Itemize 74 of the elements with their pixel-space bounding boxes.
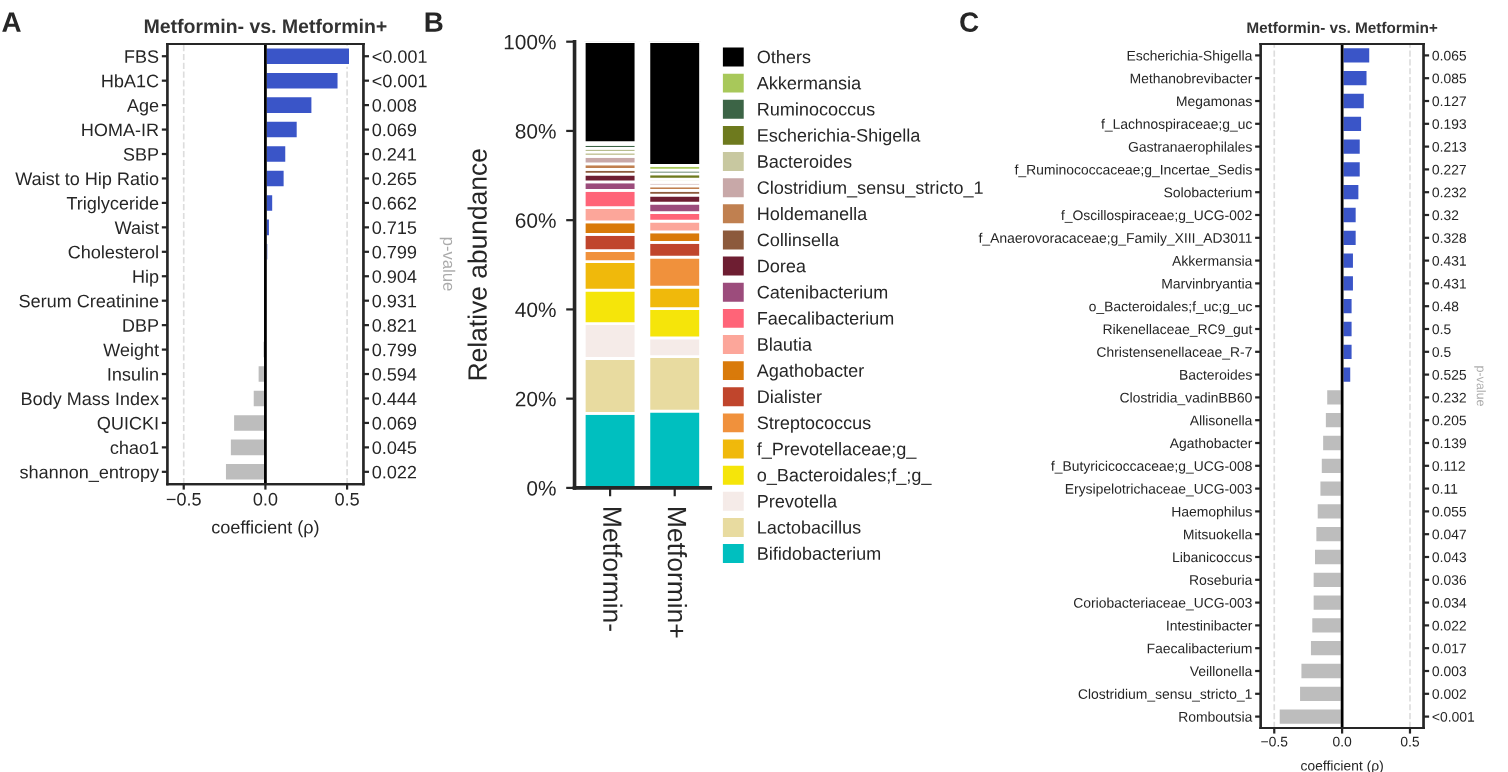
y2-tick-label: <0.001: [372, 74, 427, 88]
y-tick-label: Hip: [133, 269, 159, 287]
y-tick-label: Serum Creatinine: [19, 294, 159, 308]
legend-label: Holdemanella: [758, 206, 868, 221]
x-axis-title: coefficient (ρ): [212, 520, 319, 538]
y2-tick-label: 0.008: [372, 99, 417, 112]
x-tick-label: 0.0: [253, 492, 278, 506]
y2-tick-label: 0.444: [372, 392, 417, 406]
y-tick-label: Waist: [114, 220, 159, 235]
x-tick-label: 0.5: [335, 492, 359, 506]
legend-label: Catenibacterium: [757, 285, 888, 299]
y-tick-label: Body Mass Index: [22, 391, 159, 409]
y-tick-label: Triglyceride: [66, 196, 159, 214]
legend-label: Faecalibacterium: [758, 311, 894, 325]
y-tick-label: 80%: [515, 123, 556, 139]
text: C: [960, 12, 979, 32]
y2-tick-label: 0.799: [372, 343, 417, 357]
y-tick-label: FBS: [125, 50, 159, 63]
y2-tick-label: 0.022: [372, 465, 417, 479]
legend-label: Clostridium_sensu_stricto_1: [757, 180, 983, 198]
y-tick-label: 20%: [515, 391, 556, 407]
legend-label: Blautia: [758, 337, 812, 351]
y-tick-label: Cholesterol: [68, 245, 158, 259]
text: A: [2, 12, 21, 32]
legend-label: Agathobacter: [756, 363, 864, 381]
legend-label: Collinsella: [757, 233, 840, 247]
y2-tick-label: 0.931: [372, 294, 417, 308]
y-tick-label: 100%: [504, 34, 556, 50]
y2-tick-label: 0.662: [372, 196, 417, 210]
y-tick-label: SBP: [123, 147, 159, 161]
y-tick-label: HOMA-IR: [82, 123, 159, 137]
y-tick-label: QUICKI: [97, 416, 158, 433]
legend-label: Streptococcus: [757, 416, 871, 433]
legend-label: Prevotella: [758, 494, 838, 508]
y2-tick-label: 0.265: [372, 172, 417, 186]
y2-tick-label: 0.715: [372, 221, 417, 235]
y-tick-label: DBP: [123, 319, 159, 332]
legend-label: f_Prevotellaceae;g_: [757, 442, 917, 459]
x-tick-label: Metformin+: [667, 508, 688, 638]
x-tick-label: Metformin-: [603, 508, 623, 631]
legend-label: o_Bacteroidales;f_;g_: [757, 468, 932, 486]
chart-title: Metformin- vs. Metformin+: [144, 18, 387, 34]
y2-axis-title: p-value: [439, 237, 456, 291]
legend-label: Dialister: [758, 389, 822, 404]
y2-tick-label: 0.045: [372, 441, 417, 455]
y-tick-label: 60%: [515, 213, 556, 228]
legend-label: Others: [757, 50, 811, 64]
legend-label: Ruminococcus: [758, 102, 875, 116]
y-tick-label: chao1: [110, 440, 159, 455]
y2-tick-label: 0.241: [372, 147, 417, 161]
y-tick-label: HbA1C: [102, 74, 159, 88]
y-tick-label: Weight: [103, 343, 159, 360]
legend-label: Bifidobacterium: [758, 546, 881, 560]
legend-label: Bacteroides: [758, 154, 852, 168]
y-tick-label: Waist to Hip Ratio: [15, 171, 159, 189]
y2-tick-label: 0.821: [372, 319, 417, 332]
y-tick-label: 40%: [515, 302, 556, 318]
y2-tick-label: 0.069: [372, 123, 417, 137]
text: B: [425, 12, 443, 32]
y-tick-label: shannon_entropy: [20, 465, 160, 483]
y2-tick-label: 0.069: [372, 416, 417, 430]
legend-label: Lactobacillus: [758, 520, 861, 534]
y2-tick-label: 0.799: [372, 245, 417, 259]
y2-tick-label: 0.594: [372, 367, 417, 381]
y-axis-title: Relative abundance: [467, 149, 487, 380]
y2-tick-label: 0.904: [372, 270, 417, 283]
y2-tick-label: <0.001: [372, 50, 427, 63]
y-tick-label: 0%: [527, 480, 556, 496]
x-tick-label: −0.5: [166, 492, 201, 506]
legend-label: Akkermansia: [756, 76, 862, 90]
y-tick-label: Age: [126, 99, 159, 116]
legend-label: Escherichia-Shigella: [758, 128, 921, 146]
y-tick-label: Insulin: [108, 367, 158, 381]
legend-label: Dorea: [758, 259, 806, 273]
